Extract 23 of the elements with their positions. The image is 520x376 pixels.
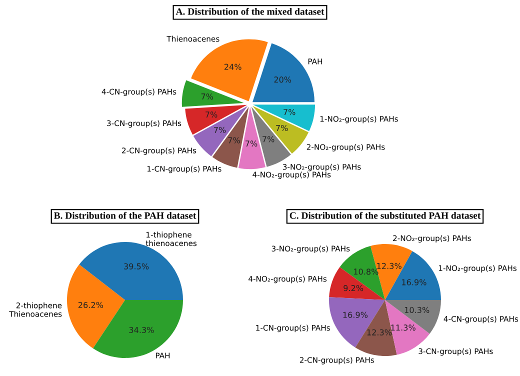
data-label: 24% (224, 64, 242, 70)
data-label: 16.9% (343, 312, 368, 318)
data-label: 20% (274, 76, 292, 83)
data-label: 7% (262, 136, 274, 142)
data-label: 7% (214, 126, 226, 133)
data-label: 7% (206, 111, 218, 118)
data-label: 12.3% (377, 262, 402, 269)
data-label: 34.3% (129, 326, 154, 333)
chart-title: B. Distribution of the PAH dataset (54, 212, 196, 219)
data-label: 7% (228, 137, 240, 144)
data-label: 39.5% (124, 263, 149, 270)
data-label: 7% (276, 124, 288, 132)
data-label: 7% (246, 140, 258, 147)
data-label: 16.9% (402, 279, 426, 286)
data-label: 10.3% (404, 306, 430, 314)
chart-title: A. Distribution of the mixed dataset (176, 8, 324, 15)
data-label: 7% (201, 93, 214, 100)
chart-title: C. Distribution of the substituted PAH dataset (290, 212, 481, 219)
data-label: 7% (284, 109, 296, 116)
data-label: 9.2% (344, 285, 364, 292)
data-label: 26.2% (78, 302, 104, 308)
data-label: 11.3% (391, 324, 416, 331)
data-label: 12.3% (367, 329, 392, 336)
